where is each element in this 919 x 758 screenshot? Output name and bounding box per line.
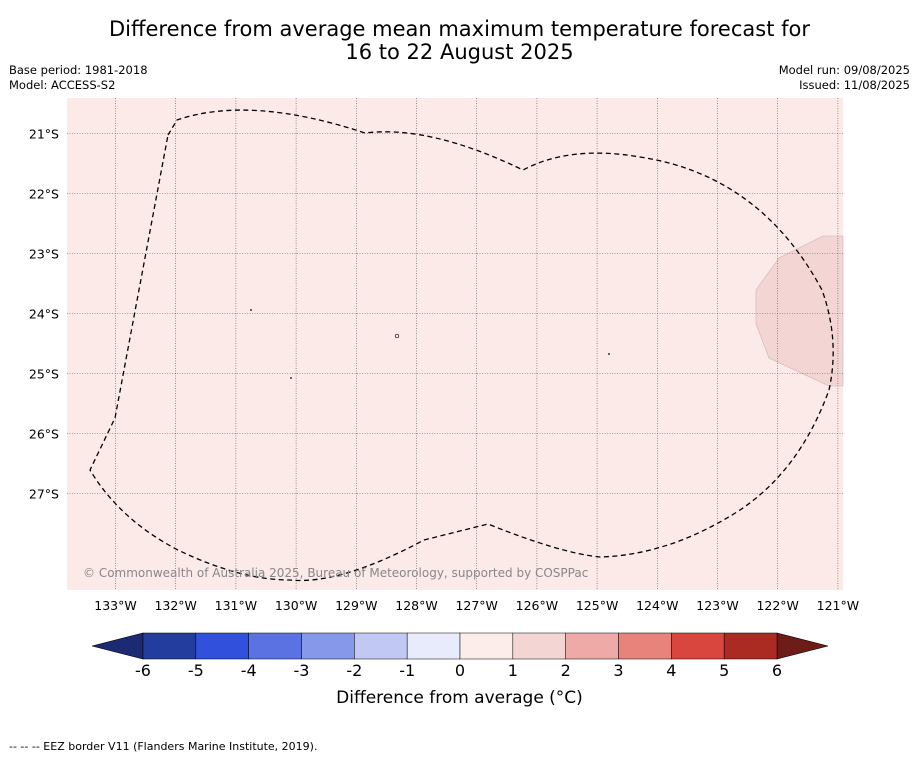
longitude-label: 122°W <box>756 598 798 613</box>
colorbar-segment <box>406 632 461 660</box>
longitude-label: 125°W <box>576 598 618 613</box>
base-period: Base period: 1981-2018 <box>9 63 148 77</box>
meta-left: Base period: 1981-2018 Model: ACCESS-S2 <box>9 63 148 93</box>
colorbar-label: Difference from average (°C) <box>336 688 583 708</box>
colorbar-segment <box>671 632 725 660</box>
latitude-label: 26°S <box>29 427 59 442</box>
colorbar-tick: -3 <box>294 661 310 680</box>
title-line-2: 16 to 22 August 2025 <box>345 40 574 64</box>
colorbar-tick: -2 <box>346 661 362 680</box>
longitude-label: 133°W <box>94 598 136 613</box>
latitude-label: 23°S <box>29 247 59 262</box>
latitude-label: 22°S <box>29 187 59 202</box>
longitude-label: 127°W <box>455 598 497 613</box>
colorbar-under-arrow <box>91 632 144 660</box>
longitude-label: 123°W <box>696 598 738 613</box>
map-background <box>67 98 843 590</box>
colorbar-over-arrow <box>776 632 829 660</box>
longitude-label: 132°W <box>154 598 196 613</box>
island <box>608 353 610 355</box>
colorbar-tick: 5 <box>719 661 729 680</box>
colorbar-segment <box>565 632 619 660</box>
colorbar <box>91 632 829 660</box>
longitude-label: 126°W <box>516 598 558 613</box>
latitude-labels: 21°S 22°S 23°S 24°S 25°S 26°S 27°S <box>29 127 59 502</box>
model-name: Model: ACCESS-S2 <box>9 78 116 92</box>
colorbar-segment <box>195 632 249 660</box>
colorbar-tick: 4 <box>666 661 676 680</box>
longitude-label: 124°W <box>636 598 678 613</box>
colorbar-segment <box>354 632 408 660</box>
colorbar-segment <box>301 632 355 660</box>
colorbar-tick: -6 <box>135 661 151 680</box>
longitude-label: 130°W <box>275 598 317 613</box>
colorbar-tick: 1 <box>508 661 518 680</box>
colorbar-segment <box>723 632 778 660</box>
latitude-label: 27°S <box>29 487 59 502</box>
colorbar-tick: -1 <box>399 661 415 680</box>
model-run: Model run: 09/08/2025 <box>778 63 910 77</box>
colorbar-segment <box>459 632 514 660</box>
graticule <box>67 98 843 590</box>
issued-date: Issued: 11/08/2025 <box>799 78 910 92</box>
longitude-label: 128°W <box>395 598 437 613</box>
island <box>290 377 292 379</box>
colorbar-segment <box>618 632 672 660</box>
colorbar-segment <box>512 632 566 660</box>
longitude-label: 131°W <box>215 598 257 613</box>
colorbar-tick: 0 <box>455 661 465 680</box>
colorbar-tick: 3 <box>613 661 623 680</box>
longitude-label: 129°W <box>335 598 377 613</box>
colorbar-tick-labels: -6 -5 -4 -3 -2 -1 0 1 2 3 4 5 6 <box>135 661 782 680</box>
island <box>250 309 252 311</box>
colorbar-tick: -5 <box>188 661 204 680</box>
map-title: Difference from average mean maximum tem… <box>0 18 919 64</box>
eez-border <box>89 109 834 582</box>
longitude-labels: 133°W 132°W 131°W 130°W 129°W 128°W 127°W 126°W… <box>94 598 859 613</box>
latitude-label: 24°S <box>29 307 59 322</box>
colorbar-tick: 6 <box>772 661 782 680</box>
title-line-1: Difference from average mean maximum tem… <box>109 17 810 41</box>
islands <box>250 309 610 379</box>
island <box>394 333 400 339</box>
longitude-label: 121°W <box>817 598 859 613</box>
colorbar-segment <box>248 632 302 660</box>
eez-legend-note: -- -- -- EEZ border V11 (Flanders Marine… <box>9 740 318 753</box>
colorbar-segment <box>142 632 197 660</box>
colorbar-tick: -4 <box>241 661 257 680</box>
meta-right: Model run: 09/08/2025 Issued: 11/08/2025 <box>779 63 910 93</box>
latitude-label: 25°S <box>29 367 59 382</box>
colorbar-tick: 2 <box>561 661 571 680</box>
copyright-notice: © Commonwealth of Australia 2025, Bureau… <box>83 566 588 580</box>
latitude-label: 21°S <box>29 127 59 142</box>
